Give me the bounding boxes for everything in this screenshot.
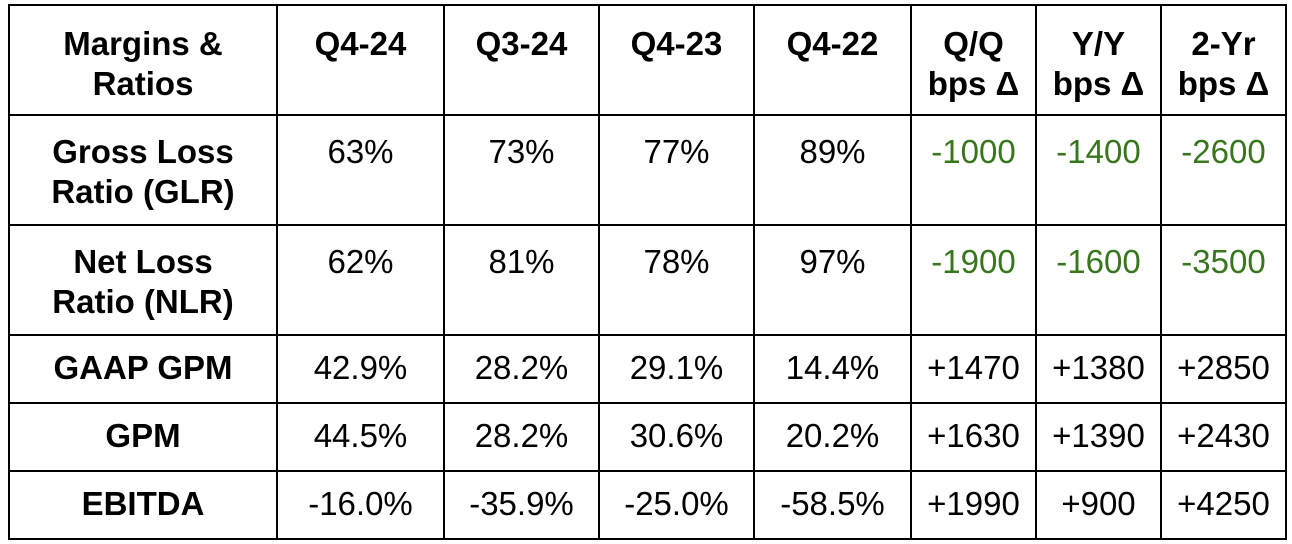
cell-nlr-q4-23: 78% — [598, 224, 755, 336]
cell-gaap-gpm-q4-23: 29.1% — [598, 334, 755, 404]
cell-nlr-q3-24: 81% — [443, 224, 600, 336]
row-label-ebitda: EBITDA — [8, 470, 278, 540]
cell-gaap-gpm-delta-qq: +1470 — [910, 334, 1037, 404]
cell-gpm-delta-qq: +1630 — [910, 402, 1037, 472]
cell-gpm-q3-24: 28.2% — [443, 402, 600, 472]
cell-glr-delta-yy: -1400 — [1035, 114, 1162, 226]
cell-gaap-gpm-q4-24: 42.9% — [276, 334, 445, 404]
cell-gpm-q4-24: 44.5% — [276, 402, 445, 472]
cell-gaap-gpm-q4-22: 14.4% — [753, 334, 912, 404]
cell-glr-delta-qq: -1000 — [910, 114, 1037, 226]
cell-glr-q4-23: 77% — [598, 114, 755, 226]
header-metric-label: Margins & Ratios — [8, 4, 278, 116]
table-row-gpm: GPM 44.5% 28.2% 30.6% 20.2% +1630 +1390 … — [8, 402, 1287, 472]
cell-ebitda-delta-2yr: +4250 — [1160, 470, 1287, 540]
table-row-glr: Gross Loss Ratio (GLR) 63% 73% 77% 89% -… — [8, 114, 1287, 226]
row-label-glr-line2: Ratio (GLR) — [51, 173, 235, 210]
header-delta-qq-line1: Q/Q — [943, 25, 1004, 62]
table-header-row: Margins & Ratios Q4-24 Q3-24 Q4-23 Q4-22… — [8, 4, 1287, 116]
cell-gaap-gpm-delta-yy: +1380 — [1035, 334, 1162, 404]
header-delta-qq: Q/Q bps Δ — [910, 4, 1037, 116]
header-delta-yy: Y/Y bps Δ — [1035, 4, 1162, 116]
cell-glr-q4-24: 63% — [276, 114, 445, 226]
header-label-line2: Ratios — [92, 65, 194, 102]
header-delta-yy-line2: bps Δ — [1052, 65, 1145, 102]
cell-ebitda-q4-24: -16.0% — [276, 470, 445, 540]
cell-gpm-q4-23: 30.6% — [598, 402, 755, 472]
cell-glr-q3-24: 73% — [443, 114, 600, 226]
header-delta-2yr: 2-Yr bps Δ — [1160, 4, 1287, 116]
margins-table-container: Margins & Ratios Q4-24 Q3-24 Q4-23 Q4-22… — [8, 4, 1287, 540]
cell-ebitda-delta-yy: +900 — [1035, 470, 1162, 540]
cell-gpm-q4-22: 20.2% — [753, 402, 912, 472]
table-row-gaap-gpm: GAAP GPM 42.9% 28.2% 29.1% 14.4% +1470 +… — [8, 334, 1287, 404]
cell-gpm-delta-2yr: +2430 — [1160, 402, 1287, 472]
row-label-glr-line1: Gross Loss — [52, 133, 234, 170]
cell-nlr-delta-2yr: -3500 — [1160, 224, 1287, 336]
row-label-gpm: GPM — [8, 402, 278, 472]
header-period-q4-23: Q4-23 — [598, 4, 755, 116]
margins-ratios-table: Margins & Ratios Q4-24 Q3-24 Q4-23 Q4-22… — [8, 4, 1287, 540]
row-label-gaap-gpm: GAAP GPM — [8, 334, 278, 404]
row-label-nlr: Net Loss Ratio (NLR) — [8, 224, 278, 336]
header-delta-2yr-line1: 2-Yr — [1191, 25, 1256, 62]
cell-nlr-q4-24: 62% — [276, 224, 445, 336]
cell-glr-q4-22: 89% — [753, 114, 912, 226]
cell-ebitda-q3-24: -35.9% — [443, 470, 600, 540]
row-label-glr: Gross Loss Ratio (GLR) — [8, 114, 278, 226]
table-row-nlr: Net Loss Ratio (NLR) 62% 81% 78% 97% -19… — [8, 224, 1287, 336]
row-label-nlr-line1: Net Loss — [73, 243, 213, 280]
header-delta-qq-line2: bps Δ — [927, 65, 1020, 102]
header-label-line1: Margins & — [63, 25, 223, 62]
header-delta-yy-line1: Y/Y — [1071, 25, 1126, 62]
cell-gaap-gpm-delta-2yr: +2850 — [1160, 334, 1287, 404]
header-period-q4-22: Q4-22 — [753, 4, 912, 116]
cell-gaap-gpm-q3-24: 28.2% — [443, 334, 600, 404]
cell-glr-delta-2yr: -2600 — [1160, 114, 1287, 226]
cell-nlr-delta-qq: -1900 — [910, 224, 1037, 336]
cell-ebitda-q4-22: -58.5% — [753, 470, 912, 540]
cell-ebitda-delta-qq: +1990 — [910, 470, 1037, 540]
cell-gpm-delta-yy: +1390 — [1035, 402, 1162, 472]
header-period-q3-24: Q3-24 — [443, 4, 600, 116]
cell-ebitda-q4-23: -25.0% — [598, 470, 755, 540]
header-delta-2yr-line2: bps Δ — [1177, 65, 1270, 102]
header-period-q4-24: Q4-24 — [276, 4, 445, 116]
cell-nlr-delta-yy: -1600 — [1035, 224, 1162, 336]
cell-nlr-q4-22: 97% — [753, 224, 912, 336]
row-label-nlr-line2: Ratio (NLR) — [52, 283, 234, 320]
table-row-ebitda: EBITDA -16.0% -35.9% -25.0% -58.5% +1990… — [8, 470, 1287, 540]
